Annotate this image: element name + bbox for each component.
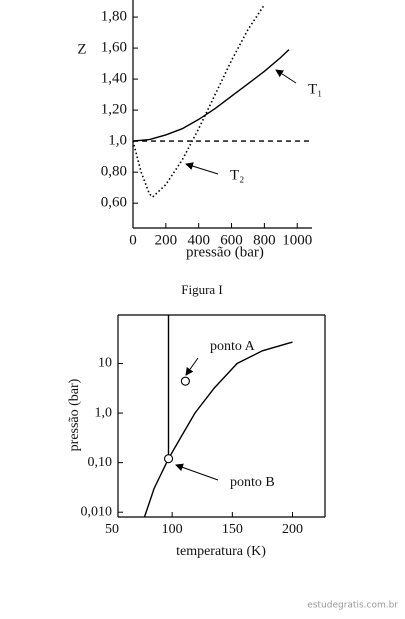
x-tick-label: 600	[220, 232, 243, 248]
y-tick-label: 1,40	[101, 71, 127, 87]
x-tick-label: 0	[129, 232, 137, 248]
x-tick-label: 800	[253, 232, 276, 248]
point-label: ponto A	[210, 339, 256, 354]
x-tick-label: 1000	[282, 232, 312, 248]
y-tick-label: 1,60	[101, 40, 127, 56]
x-tick-label: 200	[282, 522, 303, 537]
x-tick-label: 200	[155, 232, 178, 248]
y-tick-label: 0,60	[101, 195, 127, 211]
point-label: ponto B	[230, 475, 275, 490]
x-tick-label: 400	[187, 232, 210, 248]
y-axis-label: Z	[77, 41, 86, 57]
y-tick-label: 0,10	[88, 455, 113, 470]
point	[163, 454, 174, 464]
x-tick-label: 50	[105, 522, 119, 537]
y-tick-label: 10	[98, 356, 112, 371]
series-label: T₁	[308, 81, 322, 97]
x-axis-label: temperatura (K)	[176, 544, 266, 559]
y-tick-label: 1,0	[108, 133, 127, 149]
x-tick-label: 150	[222, 522, 243, 537]
caption: Figura I	[181, 282, 223, 297]
y-tick-label: 0,010	[81, 504, 113, 519]
y-axis-label: pressão (bar)	[67, 378, 82, 451]
watermark: estudegratis.com.br	[307, 601, 398, 611]
arrow	[185, 162, 219, 175]
x-axis-label: pressão (bar)	[186, 244, 264, 260]
arrow	[175, 463, 219, 481]
series-line	[143, 341, 293, 518]
arrow	[185, 357, 199, 376]
y-tick-label: 1,80	[101, 8, 127, 24]
y-tick-label: 1,20	[101, 102, 127, 118]
series-label: T₂	[230, 167, 244, 183]
series-line	[132, 49, 290, 142]
y-tick-label: 1,0	[95, 405, 113, 420]
point	[180, 376, 190, 386]
x-tick-label: 100	[162, 522, 183, 537]
y-tick-label: 0,80	[101, 164, 127, 180]
arrow	[275, 69, 297, 84]
